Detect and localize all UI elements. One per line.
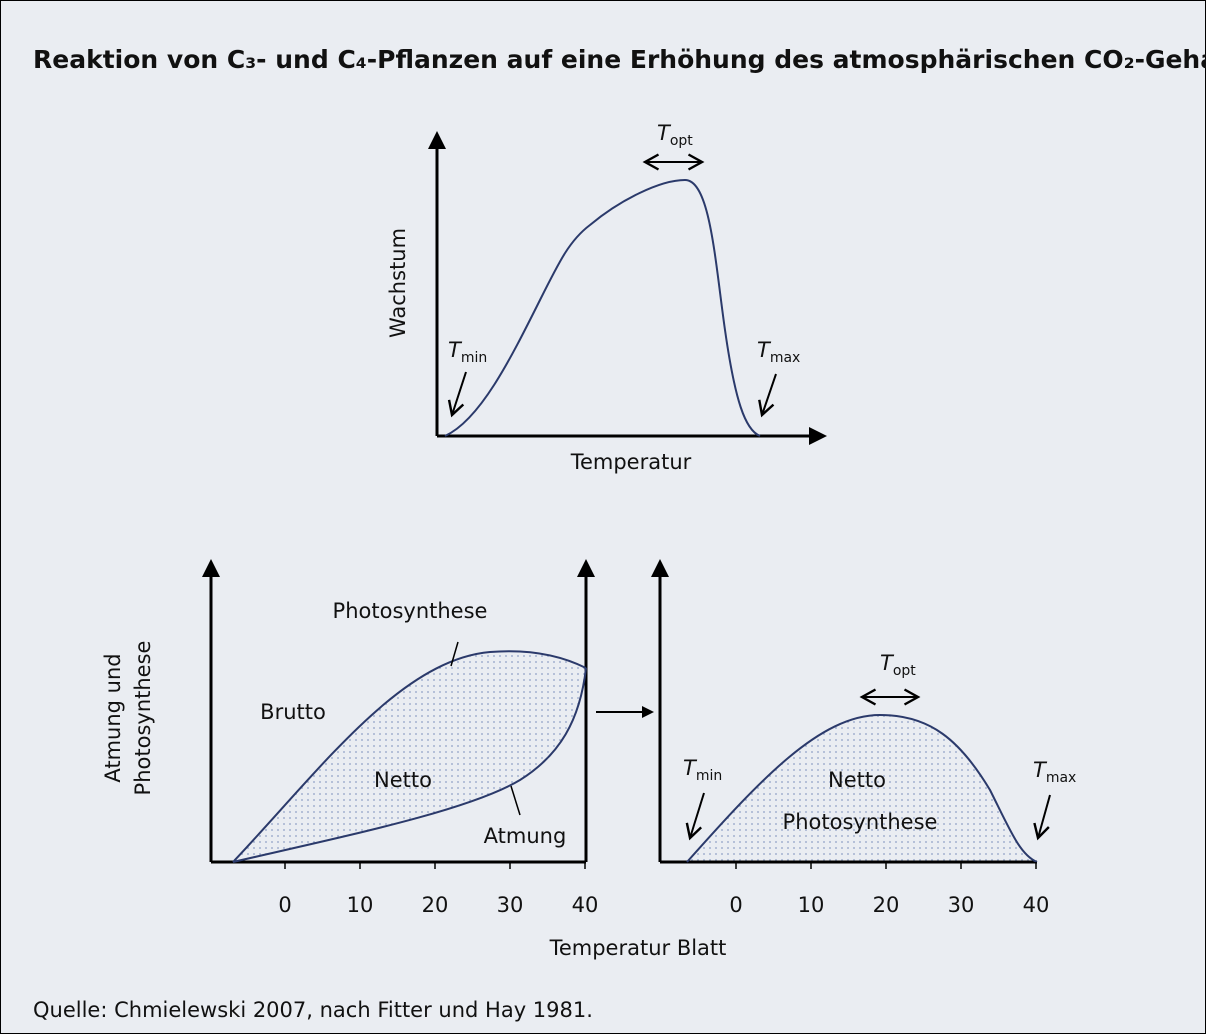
pointer bbox=[758, 373, 777, 418]
area-label: Brutto bbox=[260, 700, 326, 724]
curve-label: Photosynthese bbox=[333, 599, 488, 623]
net-area bbox=[233, 651, 586, 862]
area-label: Photosynthese bbox=[783, 810, 938, 834]
y-label: Photosynthese bbox=[131, 641, 155, 796]
t-opt: Topt bbox=[880, 651, 916, 679]
x-tick-label: 30 bbox=[948, 893, 975, 917]
symbol: T bbox=[757, 338, 772, 362]
y-label: Wachstum bbox=[386, 228, 410, 338]
subscript: min bbox=[461, 350, 487, 366]
t-min: Tmin bbox=[683, 756, 722, 784]
pointer bbox=[1033, 794, 1051, 841]
respiration-curve bbox=[232, 667, 587, 863]
symbol: T bbox=[1033, 758, 1048, 782]
t-opt: Topt bbox=[657, 121, 693, 149]
area-label: Netto bbox=[828, 768, 886, 792]
y-label: Atmung und bbox=[101, 653, 125, 782]
x-tick-label: 20 bbox=[422, 893, 449, 917]
area-label: Netto bbox=[374, 768, 432, 792]
x-tick-label: 0 bbox=[278, 893, 291, 917]
x-tick-label: 0 bbox=[729, 893, 742, 917]
subscript: min bbox=[696, 768, 722, 784]
bottom-left-panel: Atmung und Photosynthese Photosynthese B… bbox=[101, 559, 595, 864]
source: Quelle: Chmielewski 2007, nach Fitter un… bbox=[33, 998, 593, 1022]
x-tick-label: 10 bbox=[347, 893, 374, 917]
x-tick-label: 40 bbox=[1023, 893, 1050, 917]
net-curve bbox=[686, 713, 1038, 863]
x-tick-label: 10 bbox=[798, 893, 825, 917]
x-tick-label: 20 bbox=[873, 893, 900, 917]
x-tick-label: 40 bbox=[572, 893, 599, 917]
subscript: max bbox=[770, 350, 801, 366]
net-area bbox=[687, 715, 1037, 862]
x-label: Temperatur Blatt bbox=[549, 936, 727, 960]
x-label: Temperatur bbox=[570, 450, 692, 474]
growth-curve bbox=[444, 178, 761, 437]
subscript: opt bbox=[893, 663, 916, 679]
x-tick-label: 30 bbox=[497, 893, 524, 917]
symbol: T bbox=[683, 756, 698, 780]
leader bbox=[510, 785, 521, 816]
pointer bbox=[447, 371, 467, 418]
curve-label: Atmung bbox=[484, 824, 567, 848]
bottom-right-panel: Netto Photosynthese Topt Tmin Tmax bbox=[651, 559, 1076, 864]
t-max: Tmax bbox=[757, 338, 800, 366]
symbol: T bbox=[657, 121, 672, 145]
title: Reaktion von C₃- und C₄-Pflanzen auf ein… bbox=[33, 45, 1206, 74]
t-max: Tmax bbox=[1033, 758, 1076, 786]
subscript: max bbox=[1046, 770, 1077, 786]
top-panel: Wachstum Temperatur Topt Tmin Tmax bbox=[386, 121, 827, 474]
symbol: T bbox=[448, 338, 463, 362]
pointer bbox=[685, 792, 705, 841]
photosynthesis-curve bbox=[232, 650, 587, 863]
subscript: opt bbox=[670, 133, 693, 149]
t-min: Tmin bbox=[448, 338, 487, 366]
symbol: T bbox=[880, 651, 895, 675]
leader bbox=[450, 641, 459, 667]
